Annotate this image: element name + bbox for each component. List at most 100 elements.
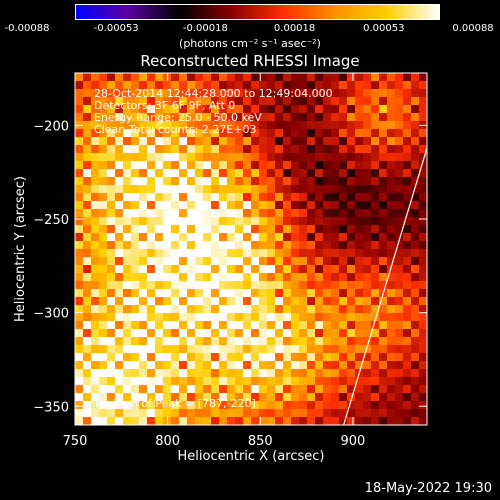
heatmap-cell: [227, 129, 236, 138]
heatmap-cell: [275, 89, 284, 98]
heatmap-cell: [411, 177, 420, 186]
heatmap-cell: [243, 337, 252, 346]
heatmap-cell: [387, 177, 396, 186]
heatmap-cell: [203, 89, 212, 98]
heatmap-cell: [163, 329, 172, 338]
heatmap-cell: [163, 265, 172, 274]
heatmap-cell: [419, 273, 428, 282]
heatmap-cell: [75, 273, 84, 282]
heatmap-cell: [275, 97, 284, 106]
heatmap-cell: [379, 241, 388, 250]
heatmap-cell: [99, 353, 108, 362]
heatmap-cell: [219, 305, 228, 314]
heatmap-cell: [123, 209, 132, 218]
heatmap-cell: [395, 289, 404, 298]
heatmap-cell: [83, 353, 92, 362]
heatmap-cell: [155, 97, 164, 106]
heatmap-cell: [411, 281, 420, 290]
heatmap-cell: [275, 313, 284, 322]
heatmap-cell: [131, 321, 140, 330]
heatmap-cell: [243, 97, 252, 106]
heatmap-cell: [179, 233, 188, 242]
heatmap-cell: [171, 249, 180, 258]
heatmap-cell: [403, 161, 412, 170]
heatmap-cell: [259, 281, 268, 290]
heatmap-cell: [243, 353, 252, 362]
heatmap-cell: [315, 169, 324, 178]
heatmap-cell: [187, 297, 196, 306]
y-tick-label: −350: [33, 400, 69, 415]
heatmap-cell: [371, 81, 380, 90]
heatmap-cell: [347, 89, 356, 98]
heatmap-cell: [267, 361, 276, 370]
heatmap-cell: [235, 361, 244, 370]
heatmap-cell: [291, 297, 300, 306]
heatmap-cell: [203, 337, 212, 346]
heatmap-cell: [99, 377, 108, 386]
heatmap-cell: [403, 361, 412, 370]
heatmap-cell: [323, 129, 332, 138]
heatmap-cell: [243, 89, 252, 98]
heatmap-cell: [251, 249, 260, 258]
heatmap-cell: [259, 345, 268, 354]
heatmap-cell: [179, 201, 188, 210]
heatmap-cell: [203, 265, 212, 274]
heatmap-cell: [83, 209, 92, 218]
heatmap-cell: [363, 377, 372, 386]
heatmap-cell: [91, 369, 100, 378]
heatmap-cell: [251, 169, 260, 178]
heatmap-cell: [163, 153, 172, 162]
heatmap-cell: [99, 161, 108, 170]
heatmap-cell: [219, 281, 228, 290]
heatmap-cell: [331, 145, 340, 154]
heatmap-cell: [395, 257, 404, 266]
heatmap-cell: [211, 321, 220, 330]
heatmap-cell: [99, 201, 108, 210]
heatmap-cell: [315, 321, 324, 330]
heatmap-cell: [307, 337, 316, 346]
heatmap-cell: [131, 73, 140, 82]
heatmap-cell: [267, 401, 276, 410]
heatmap-cell: [291, 217, 300, 226]
heatmap-cell: [403, 129, 412, 138]
heatmap-cell: [331, 185, 340, 194]
heatmap-cell: [83, 185, 92, 194]
heatmap-cell: [243, 209, 252, 218]
heatmap-cell: [331, 337, 340, 346]
heatmap-cell: [323, 313, 332, 322]
heatmap-cell: [291, 385, 300, 394]
heatmap-cell: [267, 177, 276, 186]
heatmap-cell: [251, 393, 260, 402]
heatmap-cell: [267, 321, 276, 330]
heatmap-cell: [323, 409, 332, 418]
heatmap-cell: [163, 321, 172, 330]
heatmap-cell: [203, 73, 212, 82]
heatmap-cell: [411, 97, 420, 106]
heatmap-cell: [187, 241, 196, 250]
heatmap-cell: [115, 337, 124, 346]
heatmap-cell: [283, 177, 292, 186]
heatmap-cell: [307, 73, 316, 82]
heatmap-cell: [227, 409, 236, 418]
heatmap-cell: [107, 145, 116, 154]
heatmap-cell: [259, 177, 268, 186]
heatmap-cell: [275, 137, 284, 146]
heatmap-cell: [339, 113, 348, 122]
heatmap-cell: [307, 209, 316, 218]
heatmap-cell: [171, 265, 180, 274]
heatmap-cell: [291, 393, 300, 402]
heatmap-cell: [179, 305, 188, 314]
heatmap-cell: [243, 313, 252, 322]
heatmap-cell: [179, 97, 188, 106]
heatmap-cell: [227, 305, 236, 314]
heatmap-cell: [395, 89, 404, 98]
heatmap-cell: [115, 177, 124, 186]
heatmap-cell: [83, 257, 92, 266]
heatmap-cell: [107, 401, 116, 410]
heatmap-cell: [75, 169, 84, 178]
heatmap-cell: [139, 281, 148, 290]
heatmap-cell: [283, 297, 292, 306]
heatmap-cell: [243, 113, 252, 122]
heatmap-cell: [115, 241, 124, 250]
heatmap-cell: [275, 185, 284, 194]
